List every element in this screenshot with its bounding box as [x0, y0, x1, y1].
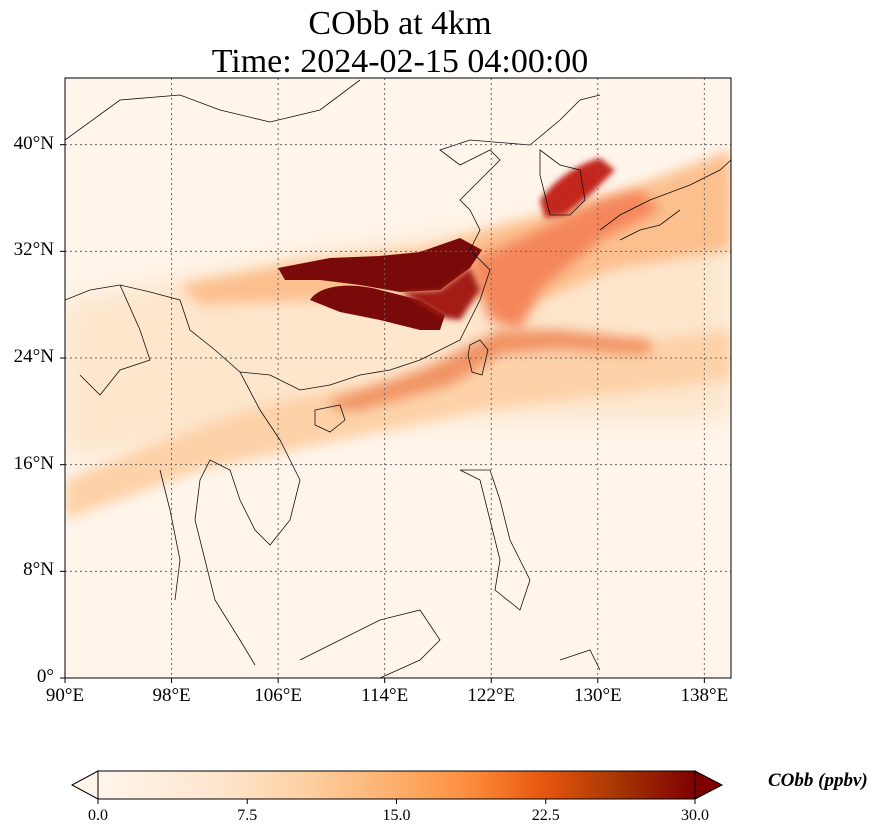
lat-tick-label: 24°N [13, 346, 54, 367]
plume-east-china-band [470, 190, 660, 330]
plume-indochina-band [65, 330, 731, 520]
lat-tick-label: 32°N [13, 239, 54, 261]
colorbar-extend-low [70, 770, 99, 800]
axis-tick-marks [60, 144, 705, 683]
colorbar-extend-high [694, 770, 724, 800]
plume-core-south [310, 285, 445, 330]
lon-tick-label: 130°E [573, 685, 622, 706]
plume-korea-band [540, 158, 615, 218]
coastlines [65, 79, 731, 678]
map-title: CObb at 4km [308, 5, 492, 42]
concentration-field [65, 78, 731, 678]
map-subtitle: Time: 2024-02-15 04:00:00 [211, 43, 589, 80]
colorbar-tick-label: 0.0 [88, 807, 108, 824]
lat-tick-label: 0° [36, 666, 54, 687]
lat-tick-label: 16°N [13, 452, 54, 474]
lon-tick-label: 138°E [680, 685, 729, 706]
lat-tick-label: 40°N [13, 132, 54, 154]
gridlines [65, 78, 731, 678]
lon-tick-label: 114°E [361, 685, 409, 706]
colorbar-tick-label: 7.5 [237, 807, 258, 824]
lon-tick-label: 106°E [254, 685, 302, 706]
lon-tick-label: 122°E [467, 685, 516, 706]
lon-tick-label: 90°E [45, 685, 85, 706]
plume-taiwan-strait-band [330, 330, 650, 410]
lon-tick-label: 98°E [152, 685, 191, 706]
map-frame [64, 77, 732, 679]
colorbar-tick-label: 30.0 [681, 807, 709, 824]
colorbar [70, 770, 724, 804]
colorbar-tick-label: 15.0 [382, 807, 411, 824]
colorbar-body [98, 771, 695, 799]
colorbar-label: CObb (ppbv) [768, 770, 868, 791]
colorbar-tick-label: 22.5 [531, 807, 560, 824]
lat-tick-label: 8°N [23, 559, 54, 581]
